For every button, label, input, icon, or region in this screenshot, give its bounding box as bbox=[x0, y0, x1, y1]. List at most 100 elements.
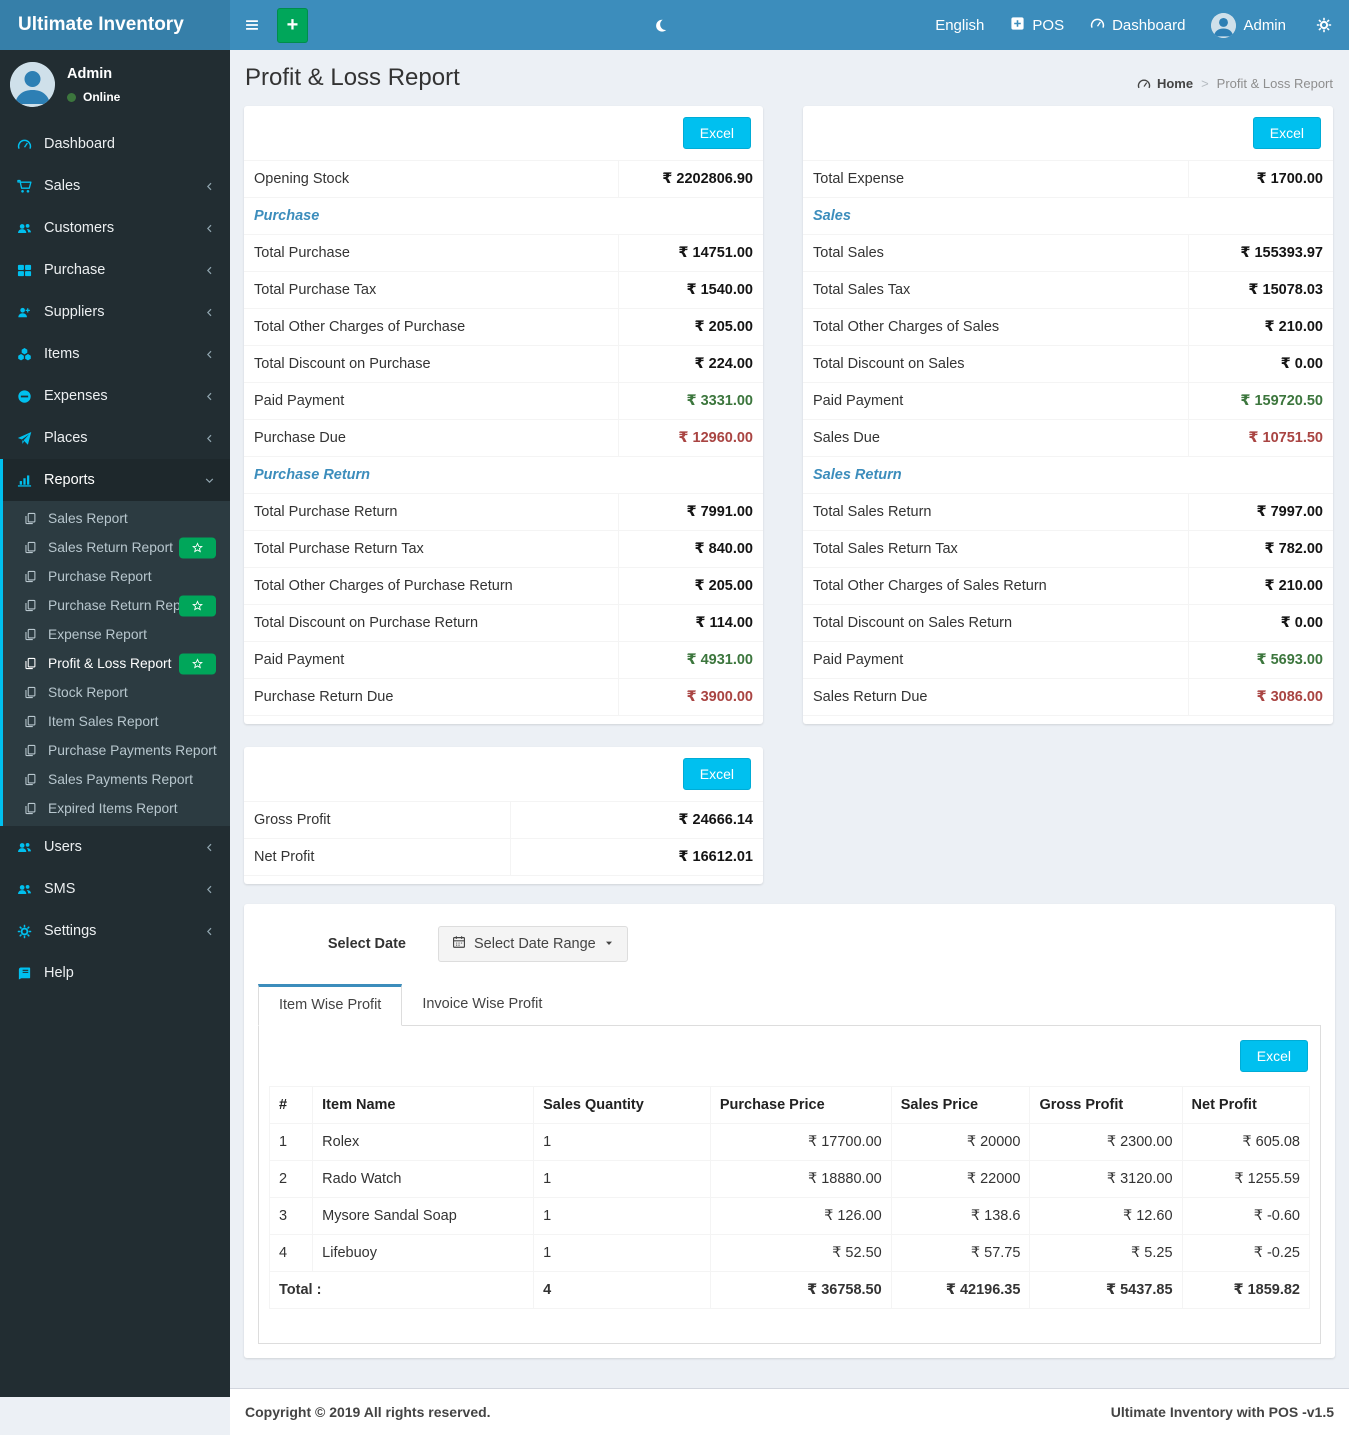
sidebar-item-link[interactable]: SMS bbox=[3, 868, 230, 910]
sidebar-item-label: Reports bbox=[44, 472, 95, 488]
report-row-total-discount-on-purchase-return: Total Discount on Purchase Return ₹ 114.0… bbox=[244, 604, 763, 641]
sidebar-item-items[interactable]: Items bbox=[0, 333, 230, 375]
sidebar-item-link[interactable]: Expenses bbox=[3, 375, 230, 417]
sidebar-item-link[interactable]: Items bbox=[3, 333, 230, 375]
moon-icon[interactable] bbox=[654, 0, 671, 50]
row-value: ₹ 210.00 bbox=[1188, 309, 1333, 345]
sidebar-item-link[interactable]: Settings bbox=[3, 910, 230, 952]
sidebar-item-sales[interactable]: Sales bbox=[0, 165, 230, 207]
hamburger-icon[interactable] bbox=[230, 0, 274, 50]
sidebar-item-label: Users bbox=[44, 839, 82, 855]
tab-invoice-wise-profit[interactable]: Invoice Wise Profit bbox=[422, 996, 543, 1012]
sidebar-item-help[interactable]: Help bbox=[0, 952, 230, 994]
report-row-purchase-return-due: Purchase Return Due ₹ 3900.00 bbox=[244, 678, 763, 715]
sidebar-item-purchase[interactable]: Purchase bbox=[0, 249, 230, 291]
item-cell: 1 bbox=[533, 1197, 711, 1235]
star-badge bbox=[179, 595, 216, 616]
sidebar-item-reports[interactable]: Reports Sales Report Sales Return Report Pu… bbox=[0, 459, 230, 826]
item-cell: 3 bbox=[268, 1197, 314, 1235]
sidebar-item-link[interactable]: Purchase bbox=[3, 249, 230, 291]
bar-chart-icon bbox=[15, 473, 33, 488]
sidebar-item-places[interactable]: Places bbox=[0, 417, 230, 459]
row-label: Net Profit bbox=[254, 849, 315, 865]
sidebar-item-dashboard[interactable]: Dashboard bbox=[0, 123, 230, 165]
user-menu[interactable]: Admin bbox=[1198, 0, 1299, 50]
chevron-left-icon bbox=[204, 181, 215, 192]
total-value: ₹ 1859.82 bbox=[1181, 1271, 1311, 1309]
sidebar-item-label: Settings bbox=[44, 923, 97, 939]
item-cell: Mysore Sandal Soap bbox=[312, 1197, 535, 1235]
copy-icon bbox=[24, 657, 39, 670]
sidebar-subitem-item-sales-report[interactable]: Item Sales Report bbox=[3, 707, 230, 736]
sidebar-subitem-expense-report[interactable]: Expense Report bbox=[3, 620, 230, 649]
sidebar-item-label: Suppliers bbox=[44, 304, 105, 320]
sidebar-subitem-label: Sales Return Report bbox=[48, 540, 174, 555]
purchase-rows: Opening Stock ₹ 2202806.90 Purchase Total P… bbox=[244, 160, 763, 716]
sidebar-item-link[interactable]: Customers bbox=[3, 207, 230, 249]
row-value: ₹ 4931.00 bbox=[618, 642, 763, 678]
chevron-left-icon bbox=[204, 223, 215, 234]
sidebar-item-link[interactable]: Users bbox=[3, 826, 230, 868]
brand-logo[interactable]: Ultimate Inventory bbox=[0, 0, 230, 50]
sidebar-subitem-profit-loss-report[interactable]: Profit & Loss Report bbox=[3, 649, 230, 678]
user-status[interactable]: Online bbox=[67, 90, 120, 104]
report-row-paid-payment: Paid Payment ₹ 3331.00 bbox=[244, 382, 763, 419]
excel-button-items[interactable]: Excel bbox=[1239, 1040, 1308, 1072]
row-label: Total Sales bbox=[813, 245, 884, 261]
sidebar-subitem-sales-payments-report[interactable]: Sales Payments Report bbox=[3, 765, 230, 794]
excel-button-sales[interactable]: Excel bbox=[1252, 117, 1321, 149]
item-cell: Rado Watch bbox=[312, 1160, 535, 1198]
sidebar-item-link[interactable]: Reports bbox=[3, 459, 230, 501]
th-large-icon bbox=[15, 263, 33, 278]
sidebar-item-label: Help bbox=[44, 965, 74, 981]
sidebar-item-label: Expenses bbox=[44, 388, 108, 404]
row-value: ₹ 14751.00 bbox=[618, 235, 763, 271]
user-plus-icon bbox=[15, 305, 33, 320]
sidebar-subitem-sales-return-report[interactable]: Sales Return Report bbox=[3, 533, 230, 562]
sidebar-item-sms[interactable]: SMS bbox=[0, 868, 230, 910]
online-label: Online bbox=[83, 90, 121, 104]
copy-icon bbox=[24, 628, 39, 641]
copy-icon bbox=[24, 512, 39, 525]
sidebar-item-suppliers[interactable]: Suppliers bbox=[0, 291, 230, 333]
item-cell: ₹ 3120.00 bbox=[1029, 1160, 1183, 1198]
row-value: ₹ 155393.97 bbox=[1188, 235, 1333, 271]
item-cell: 1 bbox=[533, 1123, 711, 1161]
excel-button-purchase[interactable]: Excel bbox=[682, 117, 751, 149]
sidebar-item-link[interactable]: Places bbox=[3, 417, 230, 459]
sidebar-item-expenses[interactable]: Expenses bbox=[0, 375, 230, 417]
pos-link[interactable]: POS bbox=[997, 0, 1077, 50]
row-label: Paid Payment bbox=[254, 393, 345, 409]
row-label: Total Purchase Return bbox=[254, 504, 398, 520]
item-row-mysore-sandal-soap: 3 Mysore Sandal Soap 1 ₹ 126.00 ₹ 138.6 ₹ 12.… bbox=[268, 1197, 1311, 1235]
quick-add-button[interactable]: + bbox=[277, 7, 308, 43]
sidebar-item-users[interactable]: Users bbox=[0, 826, 230, 868]
row-label: Paid Payment bbox=[813, 393, 904, 409]
col-header-: # bbox=[268, 1086, 314, 1124]
sidebar-subitem-expired-items-report[interactable]: Expired Items Report bbox=[3, 794, 230, 823]
tachometer-icon bbox=[15, 137, 33, 152]
row-value: ₹ 0.00 bbox=[1188, 605, 1333, 641]
excel-button-profit[interactable]: Excel bbox=[682, 758, 751, 790]
sidebar-subitem-sales-report[interactable]: Sales Report bbox=[3, 504, 230, 533]
gears-icon[interactable] bbox=[1299, 0, 1349, 50]
sidebar-subitem-purchase-payments-report[interactable]: Purchase Payments Report bbox=[3, 736, 230, 765]
tab-item-wise-profit[interactable]: Item Wise Profit bbox=[258, 984, 403, 1026]
col-header-item-name: Item Name bbox=[312, 1086, 535, 1124]
user-name-label: Admin bbox=[1243, 16, 1286, 34]
sidebar-item-link[interactable]: Suppliers bbox=[3, 291, 230, 333]
date-range-button[interactable]: Select Date Range bbox=[438, 926, 628, 962]
dashboard-link[interactable]: Dashboard bbox=[1077, 0, 1198, 50]
breadcrumb-home[interactable]: Home bbox=[1137, 76, 1193, 91]
chevron-left-icon bbox=[204, 884, 215, 895]
sidebar-item-settings[interactable]: Settings bbox=[0, 910, 230, 952]
sidebar-item-link[interactable]: Help bbox=[3, 952, 230, 994]
sidebar-subitem-stock-report[interactable]: Stock Report bbox=[3, 678, 230, 707]
language-menu[interactable]: English bbox=[922, 0, 997, 50]
sidebar-item-link[interactable]: Dashboard bbox=[3, 123, 230, 165]
sidebar-subitem-purchase-report[interactable]: Purchase Report bbox=[3, 562, 230, 591]
sidebar-item-link[interactable]: Sales bbox=[3, 165, 230, 207]
sidebar-item-customers[interactable]: Customers bbox=[0, 207, 230, 249]
sidebar-subitem-purchase-return-report[interactable]: Purchase Return Report bbox=[3, 591, 230, 620]
item-cell: ₹ 52.50 bbox=[709, 1234, 892, 1272]
